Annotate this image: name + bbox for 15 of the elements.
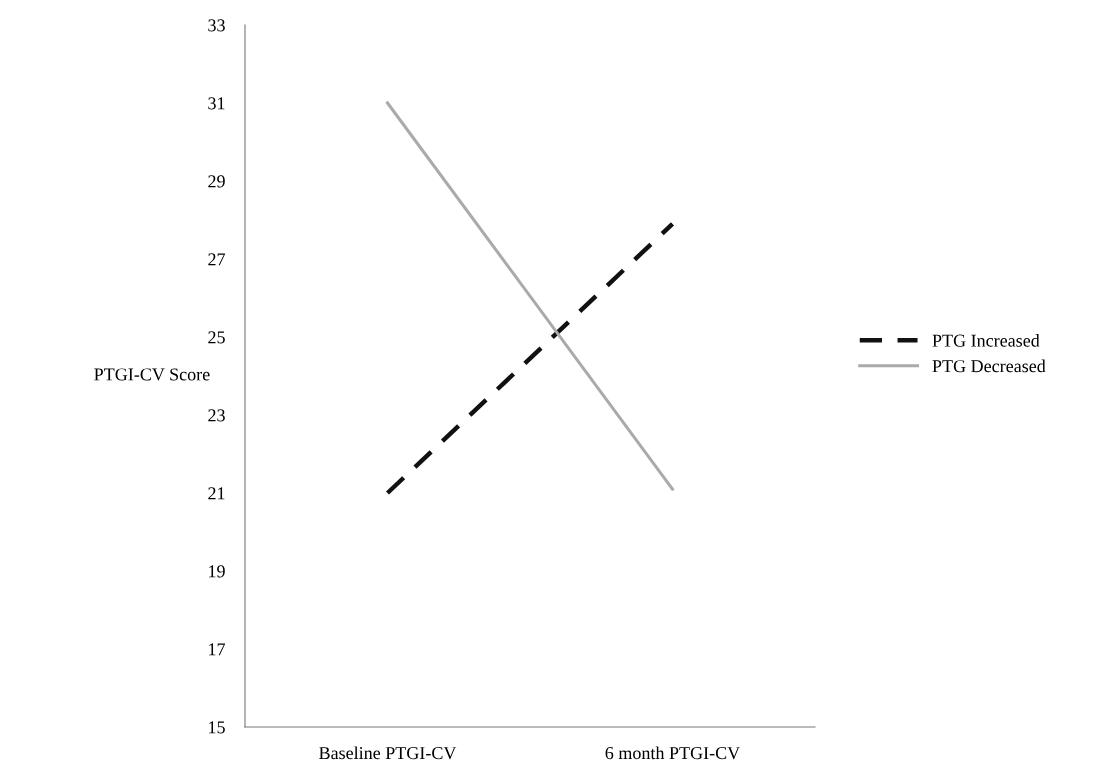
y-tick-label: 25 bbox=[208, 331, 225, 344]
y-tick-label: 15 bbox=[209, 721, 225, 734]
y-tick-label: 21 bbox=[208, 487, 225, 500]
y-axis-title: PTGI-CV Score bbox=[94, 368, 210, 381]
y-tick-label: 29 bbox=[208, 175, 225, 188]
legend-label: PTG Increased bbox=[932, 334, 1040, 347]
x-tick-label: Baseline PTGI-CV bbox=[319, 746, 457, 760]
y-tick-label: 23 bbox=[208, 409, 225, 422]
y-tick-label: 27 bbox=[208, 253, 226, 266]
y-tick-label: 19 bbox=[209, 565, 225, 578]
legend-label: PTG Decreased bbox=[932, 359, 1046, 373]
y-tick-label: 33 bbox=[208, 19, 225, 32]
x-tick-label: 6 month PTGI-CV bbox=[605, 746, 741, 760]
y-tick-label: 17 bbox=[209, 643, 226, 656]
y-tick-label: 31 bbox=[208, 97, 225, 110]
